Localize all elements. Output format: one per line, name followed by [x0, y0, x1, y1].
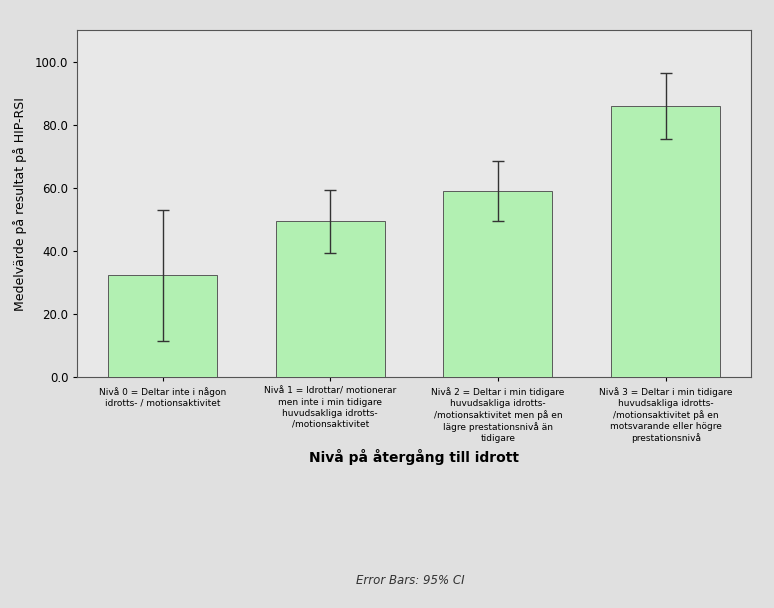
Y-axis label: Medelvärde på resultat på HIP-RSI: Medelvärde på resultat på HIP-RSI [12, 97, 26, 311]
X-axis label: Nivå på återgång till idrott: Nivå på återgång till idrott [309, 449, 519, 465]
Bar [611, 106, 720, 377]
Bar [444, 191, 553, 377]
Bar [276, 221, 385, 377]
Text: Error Bars: 95% CI: Error Bars: 95% CI [356, 574, 464, 587]
Bar [108, 275, 217, 377]
